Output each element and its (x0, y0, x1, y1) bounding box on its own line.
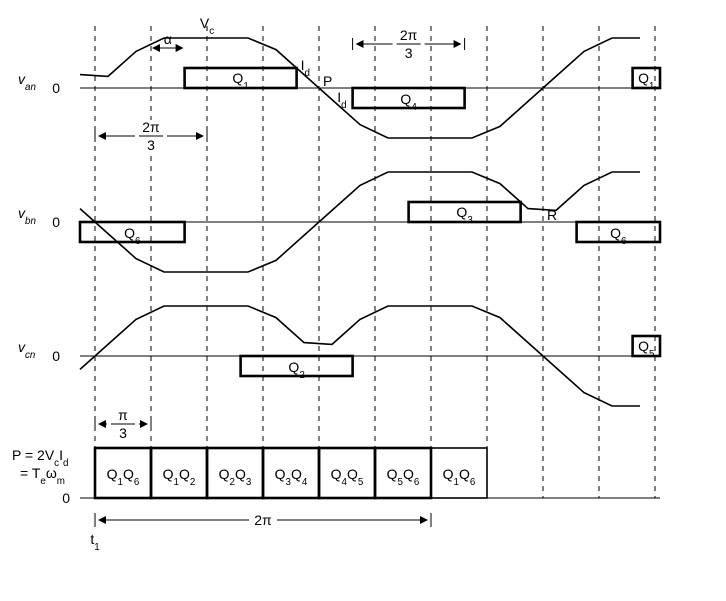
svg-text:t1: t1 (90, 531, 99, 553)
svg-text:2π: 2π (254, 512, 272, 528)
svg-text:Q4Q5: Q4Q5 (331, 466, 364, 488)
svg-text:π: π (118, 407, 128, 423)
svg-text:Vc: Vc (200, 15, 214, 37)
svg-text:2π: 2π (400, 27, 418, 43)
svg-text:0: 0 (52, 214, 60, 230)
svg-text:Q1Q6: Q1Q6 (443, 466, 476, 488)
svg-text:van: van (18, 71, 36, 93)
svg-text:Id: Id (301, 57, 310, 79)
svg-text:Q2Q3: Q2Q3 (219, 466, 252, 488)
svg-text:vcn: vcn (18, 339, 35, 361)
svg-text:α: α (164, 31, 172, 47)
svg-text:2π: 2π (142, 119, 160, 135)
svg-text:0: 0 (52, 80, 60, 96)
svg-text:Q1Q2: Q1Q2 (163, 466, 196, 488)
timing-diagram: { "layout": { "width": 726, "height": 60… (0, 0, 726, 601)
svg-text:3: 3 (405, 45, 413, 61)
svg-text:0: 0 (62, 490, 70, 506)
svg-text:Q5Q6: Q5Q6 (387, 466, 420, 488)
svg-text:3: 3 (119, 425, 127, 441)
svg-text:0: 0 (52, 348, 60, 364)
svg-text:Q3Q4: Q3Q4 (275, 466, 308, 488)
svg-text:3: 3 (147, 137, 155, 153)
svg-text:Id: Id (337, 89, 346, 111)
svg-text:Q1Q6: Q1Q6 (107, 466, 140, 488)
svg-text:P: P (323, 73, 332, 89)
svg-text:vbn: vbn (18, 205, 36, 227)
svg-text:R: R (547, 207, 557, 223)
